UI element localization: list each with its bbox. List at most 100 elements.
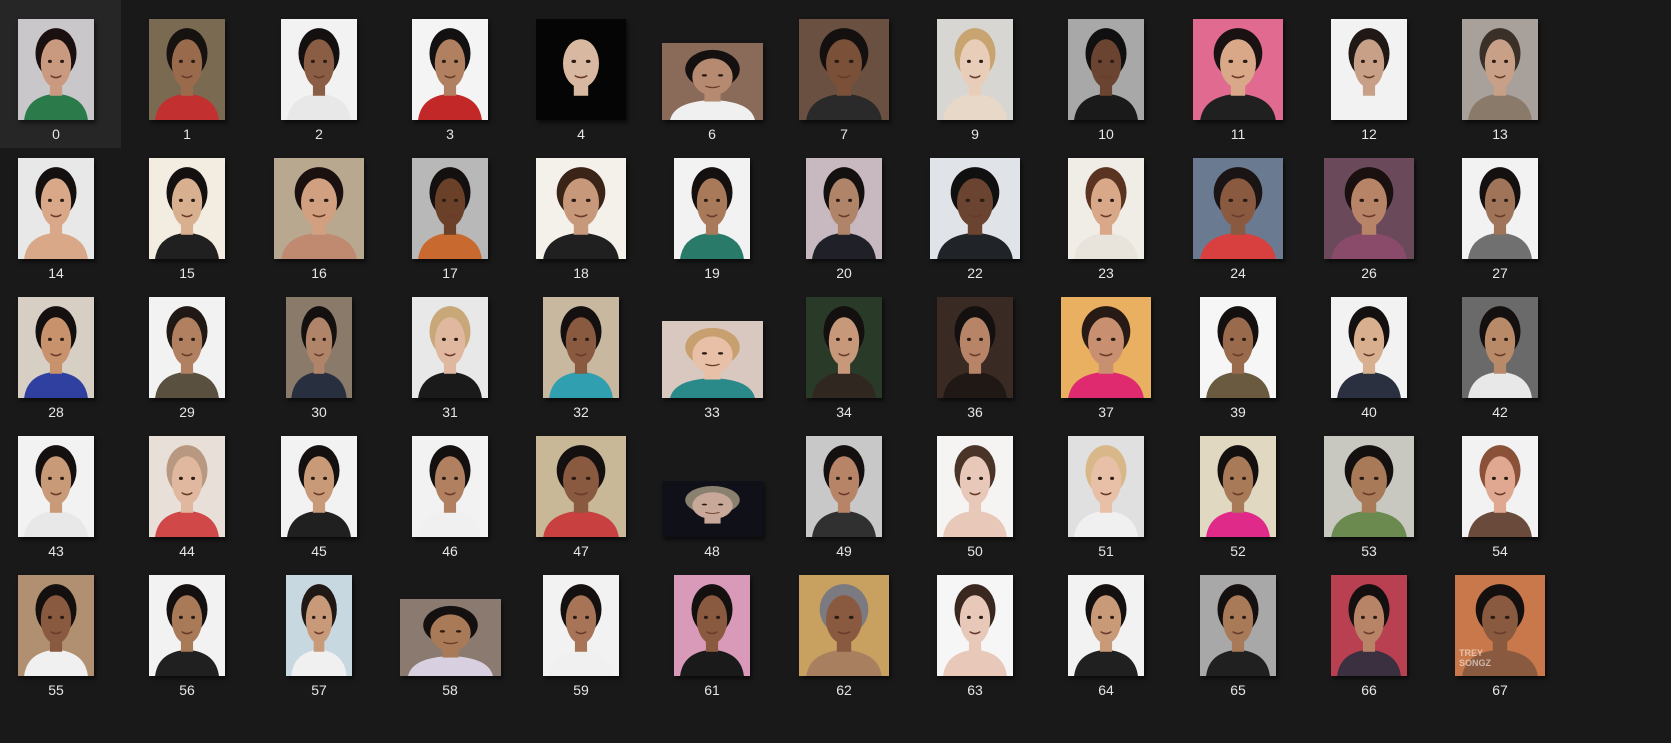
file-item-47[interactable]: 47 [516,417,646,565]
file-item-56[interactable]: 56 [122,556,252,704]
file-name-label: 14 [48,265,64,281]
file-item-66[interactable]: 66 [1304,556,1434,704]
thumbnail-frame [1304,10,1434,120]
file-item-24[interactable]: 24 [1173,139,1303,287]
file-item-34[interactable]: 34 [779,278,909,426]
file-item-29[interactable]: 29 [122,278,252,426]
thumbnail-frame [1041,566,1171,676]
thumbnail-frame [910,427,1040,537]
thumbnail-frame [1173,149,1303,259]
file-item-53[interactable]: 53 [1304,417,1434,565]
file-name-label: 3 [446,126,454,142]
portrait-thumbnail [1193,19,1283,120]
file-name-label: 59 [573,682,589,698]
thumbnail-frame [254,10,384,120]
file-item-7[interactable]: 7 [779,0,909,148]
thumbnail-frame [1304,427,1434,537]
file-item-0[interactable]: 0 [0,0,121,148]
file-name-label: 43 [48,543,64,559]
file-item-58[interactable]: 58 [385,556,515,704]
file-item-36[interactable]: 36 [910,278,1040,426]
portrait-thumbnail [1200,436,1276,537]
file-name-label: 9 [971,126,979,142]
portrait-thumbnail [1324,436,1414,537]
file-item-10[interactable]: 10 [1041,0,1171,148]
file-item-23[interactable]: 23 [1041,139,1171,287]
file-item-40[interactable]: 40 [1304,278,1434,426]
file-item-33[interactable]: 33 [647,278,777,426]
file-item-45[interactable]: 45 [254,417,384,565]
file-item-59[interactable]: 59 [516,556,646,704]
portrait-thumbnail [1068,575,1144,676]
file-item-54[interactable]: 54 [1435,417,1565,565]
file-name-label: 22 [967,265,983,281]
portrait-thumbnail [286,575,352,676]
portrait-thumbnail [937,297,1013,398]
file-item-28[interactable]: 28 [0,278,121,426]
portrait-thumbnail [674,158,750,259]
file-item-31[interactable]: 31 [385,278,515,426]
file-item-18[interactable]: 18 [516,139,646,287]
file-name-label: 16 [311,265,327,281]
file-name-label: 45 [311,543,327,559]
portrait-thumbnail [937,575,1013,676]
thumbnail-frame [516,149,646,259]
file-item-4[interactable]: 4 [516,0,646,148]
file-item-11[interactable]: 11 [1173,0,1303,148]
file-item-42[interactable]: 42 [1435,278,1565,426]
file-item-50[interactable]: 50 [910,417,1040,565]
file-item-57[interactable]: 57 [254,556,384,704]
file-item-26[interactable]: 26 [1304,139,1434,287]
file-name-label: 40 [1361,404,1377,420]
file-item-1[interactable]: 1 [122,0,252,148]
thumbnail-frame [1041,149,1171,259]
file-item-3[interactable]: 3 [385,0,515,148]
portrait-thumbnail [1068,19,1144,120]
file-item-32[interactable]: 32 [516,278,646,426]
file-name-label: 23 [1098,265,1114,281]
portrait-thumbnail [149,436,225,537]
file-name-label: 27 [1492,265,1508,281]
file-item-67[interactable]: TREY SONGZ 67 [1435,556,1565,704]
file-item-13[interactable]: 13 [1435,0,1565,148]
file-item-14[interactable]: 14 [0,139,121,287]
file-item-9[interactable]: 9 [910,0,1040,148]
file-name-label: 36 [967,404,983,420]
file-item-48[interactable]: 48 [647,417,777,565]
file-item-30[interactable]: 30 [254,278,384,426]
file-item-64[interactable]: 64 [1041,556,1171,704]
portrait-thumbnail [937,436,1013,537]
file-item-44[interactable]: 44 [122,417,252,565]
file-item-61[interactable]: 61 [647,556,777,704]
file-item-12[interactable]: 12 [1304,0,1434,148]
thumbnail-frame [647,427,777,537]
thumbnail-frame [779,566,909,676]
file-item-27[interactable]: 27 [1435,139,1565,287]
file-name-label: 33 [704,404,720,420]
file-item-19[interactable]: 19 [647,139,777,287]
file-item-51[interactable]: 51 [1041,417,1171,565]
thumbnail-frame: TREY SONGZ [1435,566,1565,676]
file-item-63[interactable]: 63 [910,556,1040,704]
file-item-15[interactable]: 15 [122,139,252,287]
file-item-43[interactable]: 43 [0,417,121,565]
file-name-label: 55 [48,682,64,698]
file-item-22[interactable]: 22 [910,139,1040,287]
file-item-17[interactable]: 17 [385,139,515,287]
file-item-6[interactable]: 6 [647,0,777,148]
file-item-2[interactable]: 2 [254,0,384,148]
file-item-65[interactable]: 65 [1173,556,1303,704]
thumbnail-frame [910,288,1040,398]
file-item-39[interactable]: 39 [1173,278,1303,426]
thumbnail-frame [1041,10,1171,120]
thumbnail-frame [254,566,384,676]
thumbnail-frame [385,427,515,537]
file-item-62[interactable]: 62 [779,556,909,704]
file-item-16[interactable]: 16 [254,139,384,287]
file-item-52[interactable]: 52 [1173,417,1303,565]
file-item-49[interactable]: 49 [779,417,909,565]
file-item-55[interactable]: 55 [0,556,121,704]
file-item-20[interactable]: 20 [779,139,909,287]
file-item-37[interactable]: 37 [1041,278,1171,426]
file-item-46[interactable]: 46 [385,417,515,565]
